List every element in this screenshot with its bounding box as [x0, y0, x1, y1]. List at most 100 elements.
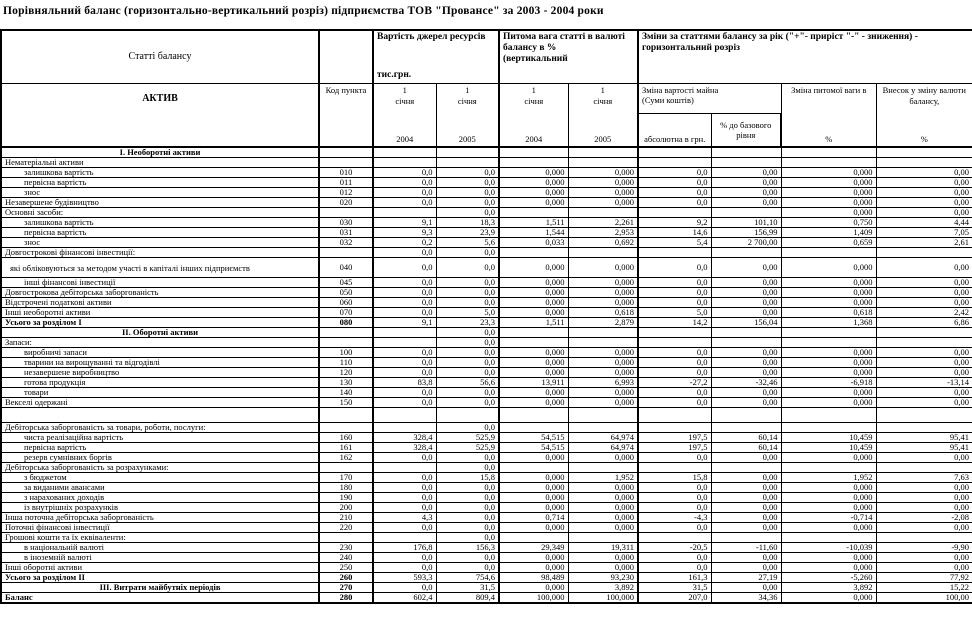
cell-value: -9,90 [875, 542, 972, 553]
cell-value [567, 327, 639, 338]
cell-value [780, 462, 877, 473]
table-row: III. Витрати майбутніх періодів 270 0,0 31,… [0, 582, 972, 593]
cell-value: 95,41 [875, 442, 972, 453]
cell-value: 60,14 [710, 432, 782, 443]
cell-value: 0,0 [435, 502, 500, 513]
cell-value: 5,4 [637, 237, 712, 248]
table-row: Інші оборотні активи 250 0,0 0,0 0,000 0,000 0… [0, 562, 972, 573]
cell-value [567, 532, 639, 543]
row-label: залишкова вартість [0, 217, 320, 228]
cell-value: 3,892 [567, 582, 639, 593]
table-row: II. Оборотні активи 0,0 [0, 327, 972, 338]
cell-value: 0,0 [637, 452, 712, 463]
cell-value: 0,2 [372, 237, 437, 248]
row-code: 010 [318, 167, 374, 178]
cell-value: 0,0 [435, 297, 500, 308]
col-header-date-2: 1 січня 2005 [435, 82, 500, 148]
cell-value [372, 157, 437, 168]
row-label: Грошові кошти та їх еквіваленти: [0, 532, 320, 543]
table-row: в національній валюті 230 176,8 156,3 29,349… [0, 542, 972, 553]
cell-value: 0,0 [435, 462, 500, 473]
cell-value: 0,000 [498, 367, 569, 378]
contribution-unit: % [920, 133, 928, 144]
row-code: 030 [318, 217, 374, 228]
cell-value: 0,000 [780, 287, 877, 298]
table-row: первісна вартість 161 328,4 525,9 54,515 64,9… [0, 442, 972, 453]
cell-value: -6,918 [780, 377, 877, 388]
cell-value: 64,974 [567, 442, 639, 453]
cell-value: 0,000 [567, 502, 639, 513]
row-code: 240 [318, 552, 374, 563]
cell-value: 0,000 [498, 522, 569, 533]
col-header-articles: Статті балансу [0, 29, 320, 84]
cell-value: 0,0 [372, 197, 437, 208]
table-row: з бюджетом 170 0,0 15,8 0,000 1,952 15,8 0,00 1,… [0, 472, 972, 483]
row-code: 060 [318, 297, 374, 308]
cell-value: 0,000 [780, 357, 877, 368]
cell-value [875, 327, 972, 338]
cell-value [637, 146, 712, 158]
cell-value: 0,0 [372, 397, 437, 408]
cell-value: 0,00 [875, 287, 972, 298]
cell-value: 0,0 [637, 387, 712, 398]
col-header-date-3: 1 січня 2004 [498, 82, 569, 148]
cell-value: 0,000 [567, 177, 639, 188]
value-group-unit: тис.грн. [377, 70, 412, 80]
row-code [318, 247, 374, 258]
table-row: Інші необоротні активи 070 0,0 5,0 0,000 0,61… [0, 307, 972, 318]
date-month: січня [395, 95, 415, 106]
cell-value: 0,0 [372, 552, 437, 563]
date-day: 1 [531, 84, 536, 95]
cell-value: 60,14 [710, 442, 782, 453]
row-label: в національній валюті [0, 542, 320, 553]
row-code: 160 [318, 432, 374, 443]
cell-value: 0,0 [637, 287, 712, 298]
cell-value: 0,714 [498, 512, 569, 523]
cell-value: 0,00 [875, 257, 972, 278]
cell-value: 0,0 [637, 482, 712, 493]
cell-value: 2 700,00 [710, 237, 782, 248]
table-row: Грошові кошти та їх еквіваленти: 0,0 [0, 532, 972, 543]
cell-value: -0,714 [780, 512, 877, 523]
row-code: 260 [318, 572, 374, 583]
cell-value [710, 462, 782, 473]
cell-value [710, 146, 782, 158]
cell-value: 0,000 [498, 397, 569, 408]
cell-value: 207,0 [637, 592, 712, 604]
cell-value: 15,22 [875, 582, 972, 593]
cell-value: 1,511 [498, 317, 569, 328]
cell-value: 0,0 [372, 522, 437, 533]
row-label: Довгострокові фінансові інвестиції: [0, 247, 320, 258]
col-header-contribution: Внесок у зміну валюти балансу, % [875, 82, 972, 148]
page-title: Порівняльний баланс (горизонтально-верти… [3, 5, 604, 17]
cell-value: 10,459 [780, 432, 877, 443]
weight-group-note: (вертикальний [503, 54, 568, 64]
weight-change-title: Зміна питомої ваги в [791, 84, 867, 95]
table-row: первісна вартість 031 9,3 23,9 1,544 2,953 14,… [0, 227, 972, 238]
cell-value: 0,00 [875, 197, 972, 208]
cell-value [875, 157, 972, 168]
cell-value: 0,00 [710, 277, 782, 288]
row-label: товари [0, 387, 320, 398]
table-row: чиста реалізаційна вартість 160 328,4 525,9… [0, 432, 972, 443]
cell-value: 0,0 [435, 257, 500, 278]
weight-change-unit: % [825, 133, 833, 144]
cell-value: 18,3 [435, 217, 500, 228]
cell-value: 0,0 [637, 552, 712, 563]
cell-value: -5,260 [780, 572, 877, 583]
balance-table: Статті балансу Вартість джерел ресурсів … [0, 29, 972, 604]
cell-value: 0,0 [637, 277, 712, 288]
cell-value: 525,9 [435, 442, 500, 453]
cell-value: 0,000 [780, 207, 877, 218]
cell-value: 0,000 [498, 197, 569, 208]
table-row: незавершене виробництво 120 0,0 0,0 0,000 0,0… [0, 367, 972, 378]
cell-value: 0,0 [435, 357, 500, 368]
cell-value [637, 327, 712, 338]
cell-value: 0,00 [710, 387, 782, 398]
cell-value: 0,0 [372, 167, 437, 178]
cell-value: 0,0 [435, 207, 500, 218]
cell-value [435, 146, 500, 158]
cell-value [637, 207, 712, 218]
row-label: Інші необоротні активи [0, 307, 320, 318]
row-code [318, 337, 374, 348]
